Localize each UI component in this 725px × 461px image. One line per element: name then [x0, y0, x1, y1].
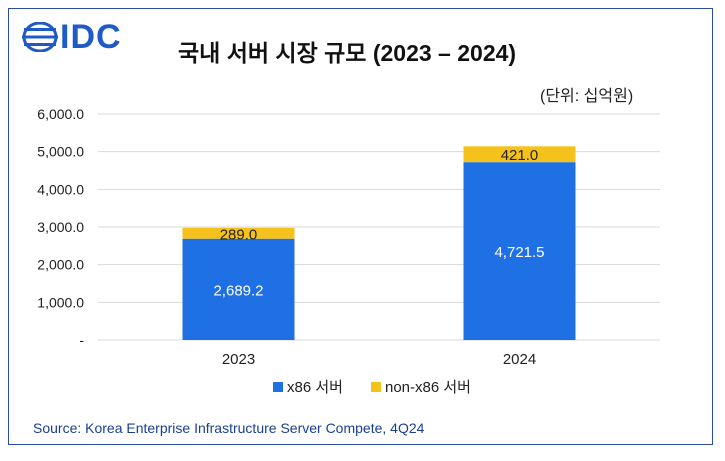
data-label: 4,721.5	[494, 244, 544, 261]
legend-label-non-x86: non-x86 서버	[385, 379, 471, 396]
chart-title: 국내 서버 시장 규모 (2023 – 2024)	[178, 40, 517, 66]
bar-x86	[182, 238, 295, 340]
idc-logo: IDC	[22, 20, 122, 54]
bar-non-x86	[182, 227, 295, 239]
x-tick-label: 2023	[222, 351, 255, 368]
data-label: 289.0	[220, 226, 258, 243]
unit-label: (단위: 십억원)	[540, 88, 634, 105]
x-tick-label: 2024	[503, 351, 536, 368]
legend-swatch-x86	[273, 382, 283, 392]
y-tick-label: 1,000.0	[37, 294, 84, 310]
legend-swatch-non-x86	[371, 382, 381, 392]
y-tick-label: 3,000.0	[37, 219, 84, 235]
y-tick-label: -	[79, 332, 84, 348]
bar-x86	[463, 162, 576, 340]
y-tick-label: 4,000.0	[37, 181, 84, 197]
logo-text: IDC	[60, 18, 122, 56]
y-tick-label: 5,000.0	[37, 144, 84, 160]
y-tick-label: 2,000.0	[37, 257, 84, 273]
legend-label-x86: x86 서버	[287, 379, 343, 396]
globe-icon	[22, 22, 58, 52]
source-note: Source: Korea Enterprise Infrastructure …	[33, 420, 425, 436]
data-label: 421.0	[501, 147, 539, 164]
data-label: 2,689.2	[213, 282, 263, 299]
bar-non-x86	[463, 146, 576, 163]
y-tick-label: 6,000.0	[37, 106, 84, 122]
